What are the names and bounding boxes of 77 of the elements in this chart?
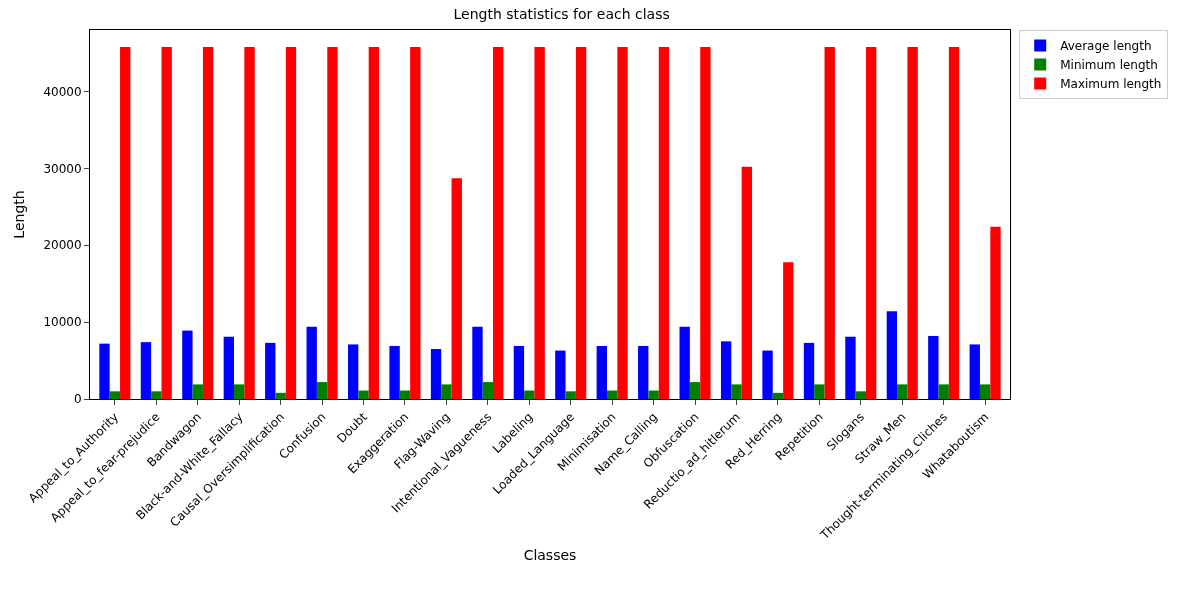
bar xyxy=(658,46,670,399)
bar xyxy=(389,345,400,399)
bar xyxy=(358,390,369,399)
bar xyxy=(855,391,866,399)
y-tick-label: 10000 xyxy=(43,315,82,330)
y-axis-title: Length xyxy=(11,190,28,239)
y-tick-label: 0 xyxy=(73,392,82,407)
bar xyxy=(606,390,618,399)
legend-label: Average length xyxy=(1060,39,1152,54)
bar xyxy=(441,384,452,399)
bar xyxy=(886,311,898,399)
bar xyxy=(327,46,338,399)
bar xyxy=(979,384,991,399)
bar xyxy=(285,46,297,399)
bar xyxy=(990,226,1001,399)
bar xyxy=(865,46,877,399)
bar xyxy=(845,336,856,399)
bar xyxy=(907,46,918,399)
bar xyxy=(182,330,193,399)
bar xyxy=(617,46,628,399)
bar xyxy=(575,46,587,399)
bar xyxy=(534,46,545,399)
y-tick-label: 20000 xyxy=(43,238,82,253)
bar xyxy=(803,342,815,399)
bar xyxy=(482,382,494,399)
bar xyxy=(638,345,649,399)
bar xyxy=(555,350,566,399)
bar xyxy=(244,46,255,399)
bar xyxy=(762,350,773,399)
bar xyxy=(596,345,607,399)
bar xyxy=(938,384,949,399)
bar xyxy=(524,390,535,399)
bar xyxy=(410,46,421,399)
bar xyxy=(731,384,742,399)
bar xyxy=(316,382,328,399)
bar xyxy=(430,349,442,399)
bar xyxy=(151,391,162,399)
legend-label: Minimum length xyxy=(1060,58,1158,73)
bar xyxy=(161,46,172,399)
bar xyxy=(306,326,317,399)
bar xyxy=(223,336,235,399)
bar xyxy=(928,335,939,399)
bar xyxy=(679,326,690,399)
bar xyxy=(192,384,203,399)
bar xyxy=(824,46,835,399)
y-tick-label: 30000 xyxy=(43,161,82,176)
bar xyxy=(202,46,214,399)
bar xyxy=(783,262,794,399)
bar xyxy=(120,46,131,399)
bar xyxy=(234,384,245,399)
bar xyxy=(451,178,462,399)
bar xyxy=(275,392,286,399)
bar xyxy=(948,46,960,399)
bar xyxy=(265,342,276,399)
x-axis-title: Classes xyxy=(523,547,577,564)
y-tick-label: 40000 xyxy=(43,84,82,99)
bar xyxy=(741,166,753,399)
bar xyxy=(99,343,110,399)
bar xyxy=(399,390,411,399)
bar xyxy=(472,326,483,399)
bar xyxy=(720,341,732,399)
bar xyxy=(814,384,825,399)
bar xyxy=(565,391,576,399)
bar xyxy=(140,342,152,399)
bar xyxy=(897,384,908,399)
bar xyxy=(493,46,504,399)
bar xyxy=(969,344,980,399)
bar xyxy=(772,392,784,399)
bar xyxy=(689,382,701,399)
bar xyxy=(513,345,525,399)
bar xyxy=(368,46,380,399)
legend-label: Maximum length xyxy=(1060,77,1162,92)
bar xyxy=(347,344,359,399)
chart-title: Length statistics for each class xyxy=(453,5,670,22)
bar xyxy=(700,46,711,399)
bar xyxy=(109,391,121,399)
bar xyxy=(648,390,659,399)
